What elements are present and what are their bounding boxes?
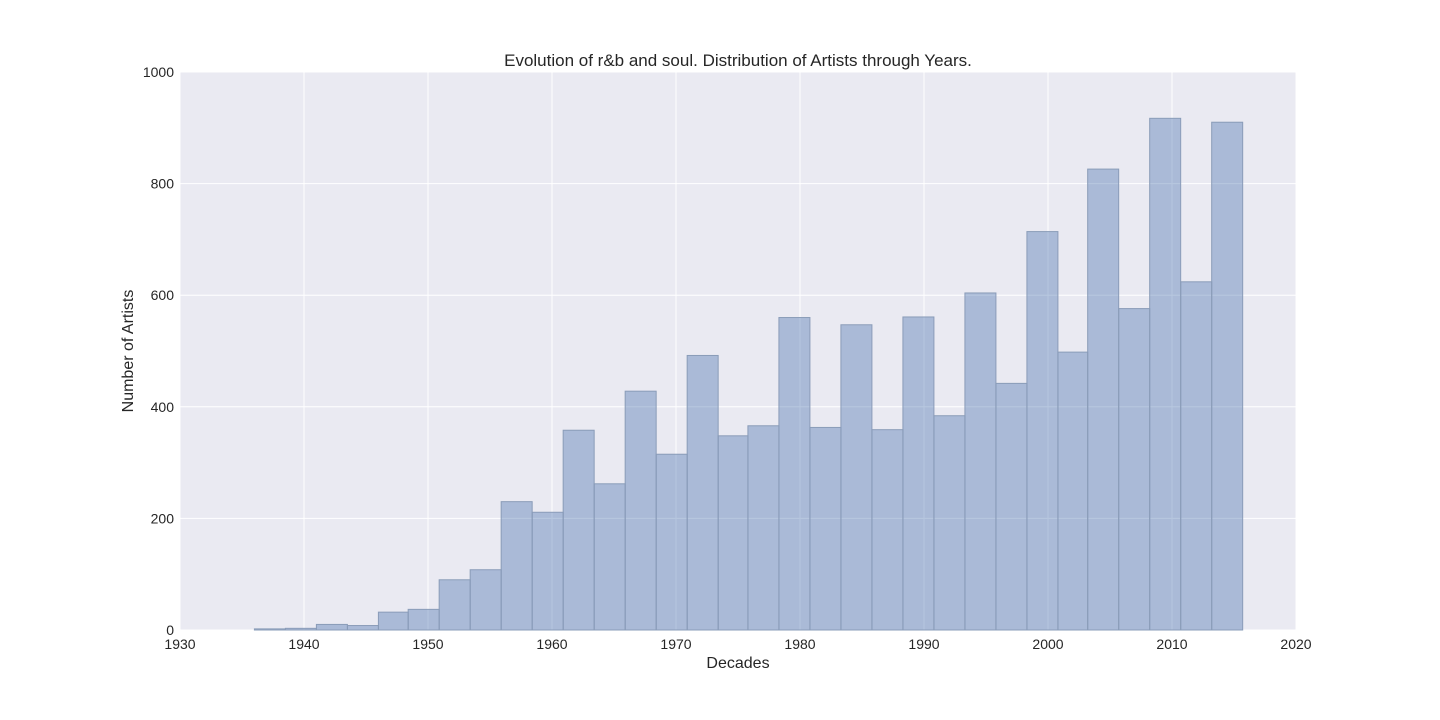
histogram-bar-3 bbox=[346, 625, 379, 631]
histogram-bar-17 bbox=[778, 317, 811, 631]
histogram-bar-15 bbox=[717, 435, 749, 631]
x-tick-label: 1970 bbox=[660, 636, 691, 652]
chart-title: Evolution of r&b and soul. Distribution … bbox=[504, 51, 972, 70]
x-tick-label: 2010 bbox=[1156, 636, 1187, 652]
histogram-bar-12 bbox=[624, 390, 657, 631]
histogram-bar-4 bbox=[377, 611, 409, 631]
histogram-bar-13 bbox=[655, 453, 688, 631]
x-axis-label: Decades bbox=[706, 655, 769, 672]
x-axis-ticks: 1930 1940 1950 1960 1970 1980 1990 2000 2010 2020 bbox=[164, 636, 1311, 652]
y-axis-ticks: 0 200 400 600 800 1000 bbox=[143, 64, 174, 638]
histogram-bar-29 bbox=[1149, 117, 1182, 631]
histogram-bar-18 bbox=[809, 426, 842, 631]
histogram-bar-24 bbox=[995, 382, 1028, 631]
histogram-bar-1 bbox=[284, 627, 317, 631]
histogram-bar-0 bbox=[253, 628, 286, 631]
histogram-bar-25 bbox=[1026, 231, 1059, 631]
histogram-bar-2 bbox=[315, 623, 348, 631]
x-tick-label: 1940 bbox=[288, 636, 319, 652]
y-tick-label: 200 bbox=[151, 510, 175, 526]
histogram-bar-8 bbox=[500, 501, 533, 631]
histogram-bar-6 bbox=[438, 579, 471, 631]
plot-area bbox=[180, 72, 1296, 630]
x-tick-label: 1990 bbox=[908, 636, 939, 652]
histogram-bar-19 bbox=[840, 324, 873, 631]
x-tick-label: 2000 bbox=[1032, 636, 1063, 652]
histogram-bar-7 bbox=[469, 569, 502, 631]
x-tick-label: 1950 bbox=[412, 636, 443, 652]
histogram-bar-27 bbox=[1087, 168, 1120, 631]
y-axis-label: Number of Artists bbox=[120, 290, 137, 413]
histogram-bar-21 bbox=[902, 316, 935, 631]
histogram-bar-23 bbox=[964, 292, 997, 631]
histogram-bar-22 bbox=[933, 415, 966, 631]
histogram-bar-5 bbox=[407, 608, 440, 631]
y-tick-label: 600 bbox=[151, 287, 175, 303]
y-tick-label: 800 bbox=[151, 176, 175, 192]
histogram-bar-31 bbox=[1211, 121, 1244, 631]
histogram-bar-10 bbox=[562, 429, 595, 631]
x-tick-label: 1930 bbox=[164, 636, 195, 652]
y-tick-label: 400 bbox=[151, 399, 175, 415]
histogram-bar-20 bbox=[871, 429, 904, 631]
x-tick-label: 1960 bbox=[536, 636, 567, 652]
histogram-bar-30 bbox=[1180, 281, 1213, 631]
y-tick-label: 1000 bbox=[143, 64, 174, 80]
histogram-bar-16 bbox=[747, 425, 780, 631]
histogram-bar-14 bbox=[686, 354, 719, 631]
y-tick-label: 0 bbox=[166, 622, 174, 638]
x-tick-label: 1980 bbox=[784, 636, 815, 652]
histogram-bars bbox=[253, 117, 1244, 631]
histogram-bar-28 bbox=[1118, 308, 1151, 631]
x-tick-label: 2020 bbox=[1280, 636, 1311, 652]
histogram-bar-11 bbox=[593, 483, 626, 631]
histogram-bar-9 bbox=[531, 511, 564, 631]
histogram-bar-26 bbox=[1057, 351, 1089, 631]
